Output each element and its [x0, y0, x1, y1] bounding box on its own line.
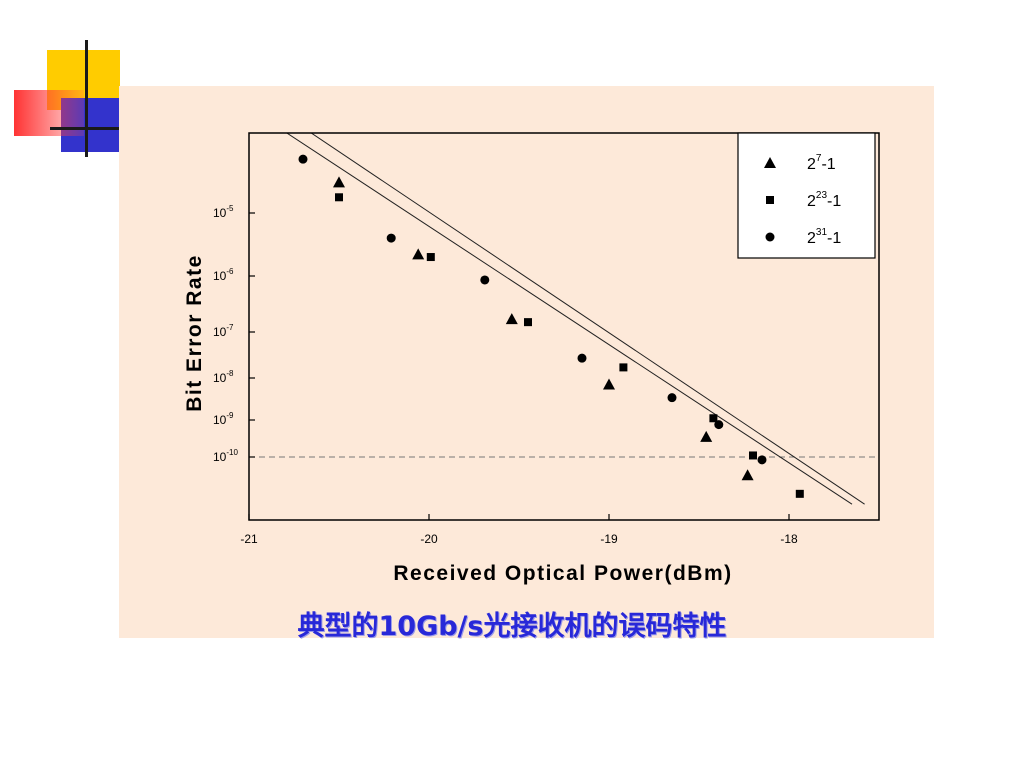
data-point-square [335, 193, 343, 202]
data-point-square [795, 489, 804, 498]
legend-box [737, 132, 876, 259]
slide-caption: 典型的10Gb/s光接收机的误码特性 [297, 611, 727, 642]
x-tick-label: -20 [420, 532, 438, 546]
data-point-triangle [700, 430, 713, 442]
legend-marker-square [766, 196, 774, 204]
data-point-circle [667, 393, 677, 403]
data-point-circle [480, 275, 490, 285]
data-point-square [619, 363, 628, 372]
y-tick-label: 10-8 [213, 369, 234, 385]
data-point-triangle [333, 176, 345, 188]
data-point-circle [577, 353, 587, 363]
fit-line [285, 133, 853, 505]
deco-horizontal-line [50, 127, 120, 130]
data-point-triangle [412, 248, 425, 260]
legend-label: 27-1 [807, 153, 836, 173]
data-point-triangle [603, 378, 615, 390]
y-tick-label: 10-9 [213, 411, 234, 427]
data-point-circle [386, 233, 396, 243]
data-point-square [749, 451, 757, 460]
x-tick-label: -21 [240, 532, 258, 546]
x-axis-title: Received Optical Power(dBm) [393, 562, 732, 585]
legend-marker-triangle [764, 157, 776, 168]
data-point-circle [714, 420, 724, 430]
data-point-square [426, 253, 435, 262]
y-tick-label: 10-7 [213, 323, 234, 339]
x-tick-label: -18 [780, 532, 798, 546]
data-point-square [524, 318, 532, 327]
legend-marker-circle [765, 232, 775, 242]
data-point-triangle [741, 469, 754, 481]
fit-line [310, 133, 865, 505]
x-tick-label: -19 [600, 532, 618, 546]
y-tick-label: 10-6 [213, 267, 234, 283]
data-point-square [709, 414, 718, 423]
plot-frame [248, 132, 880, 521]
y-tick-label: 10-10 [213, 448, 238, 464]
legend-label: 231-1 [807, 227, 841, 247]
data-point-circle [757, 455, 767, 465]
legend-label: 223-1 [807, 190, 841, 210]
data-point-triangle [505, 313, 518, 325]
y-axis-title: Bit Error Rate [183, 254, 206, 412]
deco-vertical-line [85, 40, 88, 157]
y-tick-label: 10-5 [213, 204, 234, 220]
data-point-circle [298, 154, 308, 164]
